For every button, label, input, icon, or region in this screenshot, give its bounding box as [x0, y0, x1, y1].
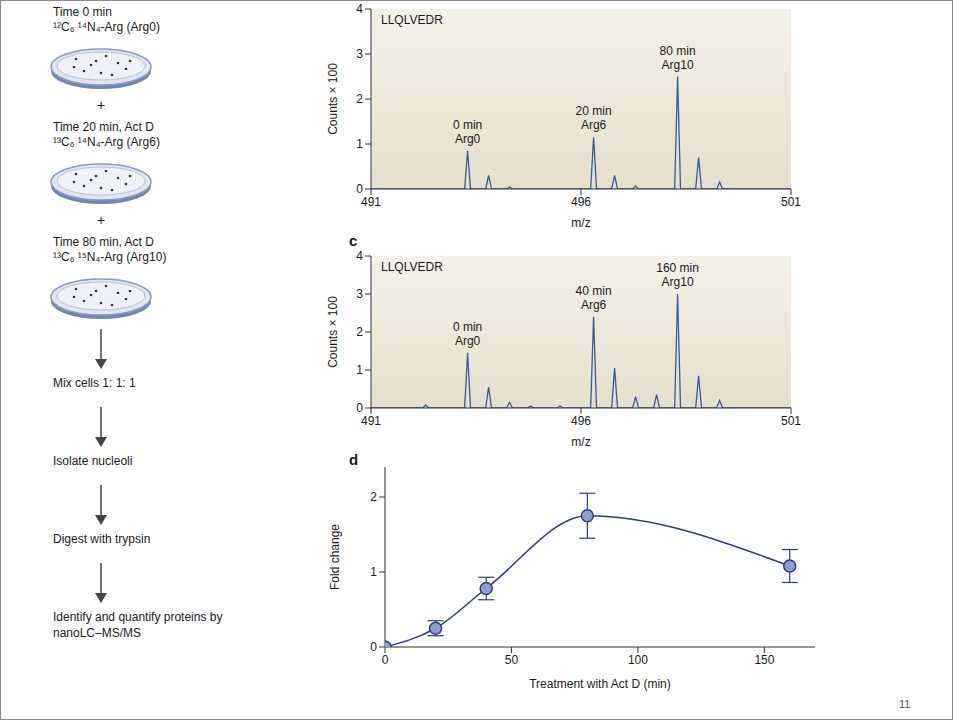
- html-text:Mix cells 1: 1: 1: Mix cells 1: 1: 1: [53, 376, 136, 390]
- html-text:c: c: [349, 232, 358, 249]
- svg-text:2: 2: [370, 490, 377, 504]
- svg-text:Treatment with Act D (min): Treatment with Act D (min): [529, 677, 671, 691]
- html-text:¹²C₆ ¹⁴N₄-Arg (Arg0): ¹²C₆ ¹⁴N₄-Arg (Arg0): [53, 20, 160, 34]
- html-text:Isolate nucleoli: Isolate nucleoli: [53, 454, 133, 468]
- svg-text:496: 496: [571, 195, 591, 209]
- svg-text:491: 491: [361, 195, 381, 209]
- svg-text:0 minArg0: 0 minArg0: [453, 320, 482, 348]
- svg-text:0: 0: [382, 653, 389, 667]
- svg-text:0 minArg0: 0 minArg0: [453, 118, 482, 146]
- svg-text:1: 1: [356, 363, 363, 377]
- html-text:LLQLVEDR: LLQLVEDR: [381, 260, 443, 274]
- html-text:Time 80 min, Act D: Time 80 min, Act D: [53, 235, 154, 249]
- svg-text:1: 1: [370, 565, 377, 579]
- svg-text:m/z: m/z: [571, 435, 590, 448]
- svg-text:Fold change: Fold change: [328, 524, 342, 590]
- svg-text:496: 496: [571, 414, 591, 428]
- svg-text:2: 2: [356, 325, 363, 339]
- svg-text:Counts × 100: Counts × 100: [326, 63, 340, 135]
- svg-text:80 minArg10: 80 minArg10: [660, 44, 696, 72]
- html-text:11: 11: [899, 698, 911, 710]
- html-text:Time 20 min, Act D: Time 20 min, Act D: [53, 120, 154, 134]
- html-text:¹³C₆ ¹⁵N₄-Arg (Arg10): ¹³C₆ ¹⁵N₄-Arg (Arg10): [53, 250, 167, 264]
- svg-text:4: 4: [356, 2, 363, 16]
- html-text:Identify and quantify proteins: Identify and quantify proteins by nanoLC…: [53, 610, 223, 640]
- svg-text:100: 100: [628, 653, 648, 667]
- svg-text:0: 0: [356, 401, 363, 415]
- svg-text:4: 4: [356, 249, 363, 263]
- svg-text:0: 0: [356, 182, 363, 196]
- svg-text:501: 501: [781, 195, 801, 209]
- svg-text:1: 1: [356, 137, 363, 151]
- svg-text:m/z: m/z: [571, 216, 590, 229]
- html-text:d: d: [349, 451, 359, 468]
- html-text:Digest with trypsin: Digest with trypsin: [53, 532, 151, 546]
- svg-text:20 minArg6: 20 minArg6: [576, 104, 612, 132]
- svg-text:3: 3: [356, 287, 363, 301]
- svg-text:3: 3: [356, 47, 363, 61]
- svg-text:2: 2: [356, 92, 363, 106]
- svg-text:Counts × 100: Counts × 100: [326, 296, 340, 368]
- html-text:Time 0 min: Time 0 min: [53, 5, 112, 19]
- html-text:LLQLVEDR: LLQLVEDR: [381, 13, 443, 27]
- svg-text:160 minArg10: 160 minArg10: [656, 261, 699, 289]
- svg-text:40 minArg6: 40 minArg6: [576, 284, 612, 312]
- html-text:¹³C₆ ¹⁴N₄-Arg (Arg6): ¹³C₆ ¹⁴N₄-Arg (Arg6): [53, 135, 160, 149]
- svg-text:0: 0: [370, 640, 377, 654]
- svg-text:150: 150: [754, 653, 774, 667]
- svg-text:501: 501: [781, 414, 801, 428]
- svg-text:491: 491: [361, 414, 381, 428]
- svg-text:50: 50: [505, 653, 519, 667]
